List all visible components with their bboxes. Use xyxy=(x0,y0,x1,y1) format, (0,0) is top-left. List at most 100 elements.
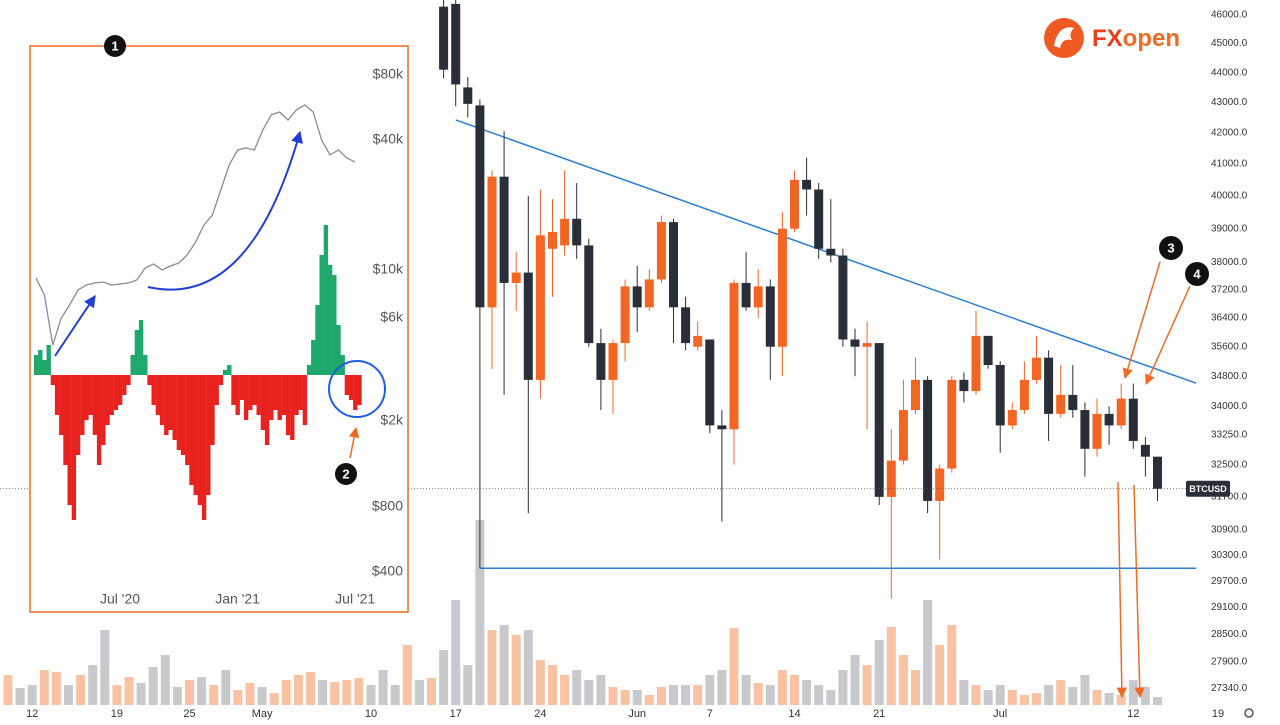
x-tick-label: 17 xyxy=(450,708,462,720)
candle-body xyxy=(596,343,606,380)
histogram-bar xyxy=(260,375,266,430)
volume-bar xyxy=(511,635,521,705)
histogram-bar xyxy=(214,375,219,405)
logo-text: FX xyxy=(1092,25,1123,52)
x-tick-label: 19 xyxy=(1212,708,1224,720)
volume-bar xyxy=(3,675,13,705)
volume-bar xyxy=(378,670,388,705)
y-tick-label: 41000.0 xyxy=(1211,159,1248,170)
volume-bar xyxy=(911,670,920,705)
histogram-bar xyxy=(306,365,312,375)
candle-body xyxy=(439,6,449,70)
histogram-bar xyxy=(159,375,165,425)
candle-body xyxy=(1128,398,1138,441)
candle-body xyxy=(1007,410,1017,426)
volume-bar xyxy=(185,680,194,705)
volume-bar xyxy=(390,685,400,705)
histogram-bar xyxy=(222,370,228,375)
candle-body xyxy=(511,272,521,283)
candle-body xyxy=(584,245,594,344)
histogram-bar xyxy=(59,375,64,435)
candle-body xyxy=(741,282,751,308)
y-tick-label: 43000.0 xyxy=(1211,97,1248,108)
histogram-bar xyxy=(248,375,253,410)
histogram-bar xyxy=(277,375,282,420)
volume-bar xyxy=(560,675,570,705)
volume-bar xyxy=(790,675,799,705)
volume-bar xyxy=(596,675,606,705)
volume-bar xyxy=(427,678,436,705)
histogram-bar xyxy=(235,375,240,415)
y-tick-label: 29700.0 xyxy=(1211,576,1248,587)
y-tick-label: 40000.0 xyxy=(1211,191,1248,202)
volume-bar xyxy=(669,685,678,705)
candle-body xyxy=(1056,394,1066,414)
volume-bar xyxy=(51,672,61,705)
volume-bar xyxy=(245,683,255,705)
y-tick-label: 27900.0 xyxy=(1211,657,1248,668)
histogram-bar xyxy=(231,375,236,405)
histogram-bar xyxy=(172,375,177,440)
candle-body xyxy=(862,343,872,347)
volume-bar xyxy=(112,685,122,705)
volume-bar xyxy=(765,685,775,705)
inset-x-tick-label: Jan '21 xyxy=(215,591,260,607)
candle-body xyxy=(1104,413,1114,426)
y-tick-label: 27340.0 xyxy=(1211,683,1248,694)
settings-icon[interactable] xyxy=(1244,708,1254,718)
histogram-bar xyxy=(151,375,156,405)
candle-body xyxy=(838,255,848,340)
candle-body xyxy=(874,343,884,497)
volume-bar xyxy=(463,665,473,705)
candle-body xyxy=(669,222,678,308)
candle-body xyxy=(898,410,908,461)
volume-bar xyxy=(874,640,884,705)
volume-bar xyxy=(330,682,340,705)
candle-body xyxy=(935,468,945,501)
histogram-bar xyxy=(143,355,148,375)
histogram-bar xyxy=(80,375,85,435)
histogram-bar xyxy=(33,355,39,375)
inset-y-tick-label: $400 xyxy=(372,563,403,579)
inset-y-tick-label: $40k xyxy=(373,131,404,147)
volume-bar xyxy=(499,625,509,705)
volume-bar xyxy=(741,675,751,705)
candle-body xyxy=(1153,456,1162,489)
volume-bar xyxy=(1080,675,1090,705)
histogram-bar xyxy=(122,375,127,395)
highlight-circle xyxy=(328,360,386,418)
volume-bar xyxy=(535,660,545,705)
x-tick-label: 25 xyxy=(183,708,195,720)
callout-badge xyxy=(335,463,357,485)
volume-bar xyxy=(935,645,945,705)
histogram-bar xyxy=(298,375,303,410)
volume-bar xyxy=(777,670,787,705)
histogram-bar xyxy=(164,375,169,435)
y-tick-label: 35600.0 xyxy=(1211,341,1248,352)
candle-body xyxy=(705,339,715,426)
y-tick-label: 38000.0 xyxy=(1211,257,1248,268)
volume-bar xyxy=(1116,695,1126,705)
histogram-bar xyxy=(50,375,56,385)
candle-body xyxy=(487,176,497,308)
candle-body xyxy=(826,248,836,256)
volume-bar xyxy=(1019,695,1029,705)
histogram-bar xyxy=(63,375,68,465)
volume-bar xyxy=(1032,693,1041,705)
candle-body xyxy=(729,282,739,430)
volume-bar xyxy=(523,630,533,705)
volume-bar xyxy=(233,690,243,705)
orange-arrow xyxy=(1122,261,1161,380)
y-tick-label: 32500.0 xyxy=(1211,459,1248,470)
inset-frame xyxy=(29,45,409,613)
volume-bar xyxy=(681,685,691,705)
volume-bar xyxy=(814,685,824,705)
volume-bar xyxy=(318,680,328,705)
x-tick-label: Jul xyxy=(993,708,1007,720)
histogram-bar xyxy=(302,375,308,425)
volume-bar xyxy=(1140,687,1150,705)
histogram-bar xyxy=(197,375,203,505)
histogram-bar xyxy=(206,375,211,495)
histogram-bar xyxy=(319,255,324,375)
callout-label: 1 xyxy=(111,38,118,53)
